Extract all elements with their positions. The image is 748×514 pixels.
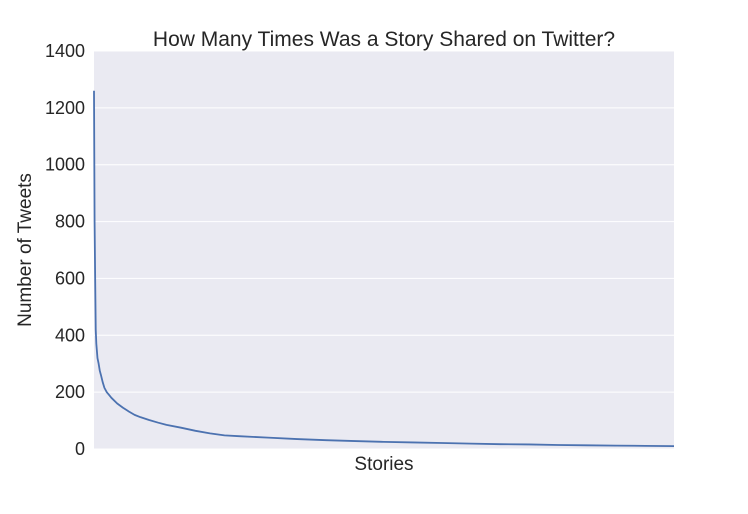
y-tick-label: 800 bbox=[55, 212, 85, 232]
x-axis-label: Stories bbox=[354, 454, 413, 475]
y-tick-label: 600 bbox=[55, 268, 85, 288]
gridlines bbox=[94, 50, 674, 450]
plot-area bbox=[94, 51, 674, 449]
y-tick-label: 1000 bbox=[45, 155, 85, 175]
y-tick-label: 200 bbox=[55, 382, 85, 402]
series-line-0 bbox=[93, 90, 675, 448]
series-layer bbox=[93, 90, 675, 448]
chart-title: How Many Times Was a Story Shared on Twi… bbox=[153, 28, 615, 51]
y-tick-labels: 0 200 400 600 800 1000 1200 1400 bbox=[45, 41, 85, 459]
y-tick-label: 400 bbox=[55, 325, 85, 345]
y-tick-label: 1200 bbox=[45, 98, 85, 118]
y-tick-label: 1400 bbox=[45, 41, 85, 61]
y-axis-label: Number of Tweets bbox=[15, 173, 36, 327]
y-tick-label: 0 bbox=[75, 439, 85, 459]
